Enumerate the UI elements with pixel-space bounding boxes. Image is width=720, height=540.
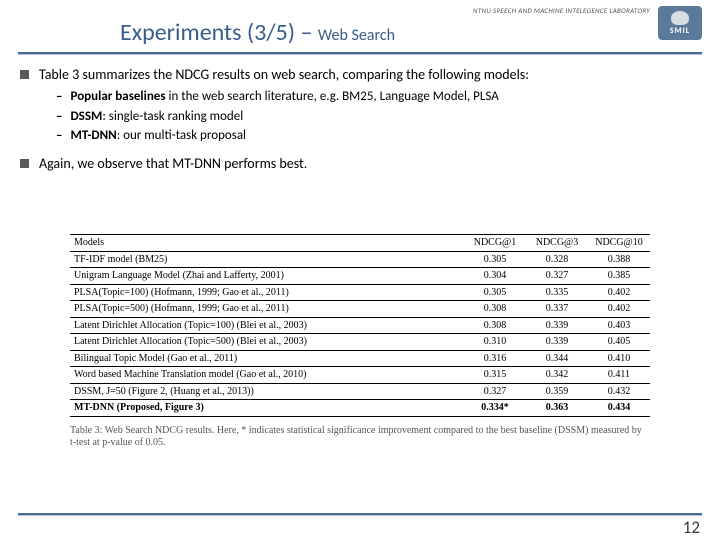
sub-item-1: – Popular baselines in the web search li… [56,88,700,106]
sub1-rest: in the web search literature, e.g. BM25,… [166,89,499,104]
logo: SMIL [658,6,702,40]
cell-n10: 0.385 [588,268,650,285]
bullet-1: Table 3 summarizes the NDCG results on w… [20,66,700,84]
cell-n10: 0.434 [588,400,650,417]
cell-n1: 0.308 [464,301,526,318]
sub2-rest: : single-task ranking model [102,109,243,124]
table-row: DSSM, J=50 (Figure 2, (Huang et al., 201… [70,383,650,400]
cell-n10: 0.403 [588,317,650,334]
cell-model: PLSA(Topic=500) (Hofmann, 1999; Gao et a… [70,301,464,318]
table-row: Latent Dirichlet Allocation (Topic=500) … [70,334,650,351]
cell-n10: 0.402 [588,301,650,318]
cell-n10: 0.411 [588,367,650,384]
cell-n3: 0.342 [526,367,588,384]
bullet-2: Again, we observe that MT-DNN performs b… [20,155,700,173]
table-wrap: Models NDCG@1 NDCG@3 NDCG@10 TF-IDF mode… [70,234,650,450]
cell-model: TF-IDF model (BM25) [70,251,464,268]
table-row: PLSA(Topic=100) (Hofmann, 1999; Gao et a… [70,284,650,301]
cell-n1: 0.304 [464,268,526,285]
cell-n10: 0.410 [588,350,650,367]
table-header-row: Models NDCG@1 NDCG@3 NDCG@10 [70,235,650,252]
sub-item-3: – MT-DNN: our multi-task proposal [56,127,700,145]
cell-n1: 0.308 [464,317,526,334]
title-main: Experiments (3/5) – [120,18,318,47]
title-sub: Web Search [318,26,395,45]
cell-n1: 0.315 [464,367,526,384]
cell-n3: 0.344 [526,350,588,367]
col-ndcg1: NDCG@1 [464,235,526,252]
cell-n10: 0.405 [588,334,650,351]
ndcg-table: Models NDCG@1 NDCG@3 NDCG@10 TF-IDF mode… [70,234,650,417]
table-row: Unigram Language Model (Zhai and Laffert… [70,268,650,285]
bottom-rule [18,513,702,516]
cell-n3: 0.337 [526,301,588,318]
cell-model: MT-DNN (Proposed, Figure 3) [70,400,464,417]
content: Table 3 summarizes the NDCG results on w… [20,66,700,177]
bullet-1-text: Table 3 summarizes the NDCG results on w… [39,66,529,84]
cell-n3: 0.327 [526,268,588,285]
sublist: – Popular baselines in the web search li… [56,88,700,145]
logo-head-icon [671,11,689,25]
table-row: Bilingual Topic Model (Gao et al., 2011)… [70,350,650,367]
sub2-bold: DSSM [70,109,102,124]
top-rule [18,52,702,55]
cell-n1: 0.334* [464,400,526,417]
dash-icon: – [56,88,62,106]
square-bullet-icon [20,70,29,79]
cell-n1: 0.305 [464,251,526,268]
cell-n3: 0.328 [526,251,588,268]
bullet-2-text: Again, we observe that MT-DNN performs b… [39,155,307,173]
cell-model: Word based Machine Translation model (Ga… [70,367,464,384]
dash-icon: – [56,127,62,145]
cell-n1: 0.316 [464,350,526,367]
table-row: PLSA(Topic=500) (Hofmann, 1999; Gao et a… [70,301,650,318]
cell-n3: 0.339 [526,317,588,334]
sub3-bold: MT-DNN [70,128,116,143]
cell-n3: 0.335 [526,284,588,301]
cell-n1: 0.310 [464,334,526,351]
sub1-bold: Popular baselines [70,89,165,104]
col-ndcg3: NDCG@3 [526,235,588,252]
cell-n10: 0.432 [588,383,650,400]
cell-model: Bilingual Topic Model (Gao et al., 2011) [70,350,464,367]
table-row: Latent Dirichlet Allocation (Topic=100) … [70,317,650,334]
cell-model: PLSA(Topic=100) (Hofmann, 1999; Gao et a… [70,284,464,301]
cell-n3: 0.339 [526,334,588,351]
cell-n1: 0.305 [464,284,526,301]
col-ndcg10: NDCG@10 [588,235,650,252]
table-row: Word based Machine Translation model (Ga… [70,367,650,384]
cell-n3: 0.359 [526,383,588,400]
cell-model: DSSM, J=50 (Figure 2, (Huang et al., 201… [70,383,464,400]
square-bullet-icon [20,159,29,168]
cell-n1: 0.327 [464,383,526,400]
cell-model: Latent Dirichlet Allocation (Topic=100) … [70,317,464,334]
table-row: TF-IDF model (BM25)0.3050.3280.388 [70,251,650,268]
dash-icon: – [56,108,62,126]
cell-n3: 0.363 [526,400,588,417]
sub3-rest: : our multi-task proposal [117,128,246,143]
page-number: 12 [683,517,700,538]
cell-model: Unigram Language Model (Zhai and Laffert… [70,268,464,285]
cell-n10: 0.388 [588,251,650,268]
slide-title: Experiments (3/5) – Web Search [120,18,395,47]
logo-text: SMIL [670,26,690,36]
table-row: MT-DNN (Proposed, Figure 3)0.334*0.3630.… [70,400,650,417]
lab-label: NTNU SPEECH AND MACHINE INTELEGENCE LABO… [473,6,650,15]
table-caption: Table 3: Web Search NDCG results. Here, … [70,425,650,450]
sub-item-2: – DSSM: single-task ranking model [56,108,700,126]
cell-n10: 0.402 [588,284,650,301]
cell-model: Latent Dirichlet Allocation (Topic=500) … [70,334,464,351]
col-models: Models [70,235,464,252]
